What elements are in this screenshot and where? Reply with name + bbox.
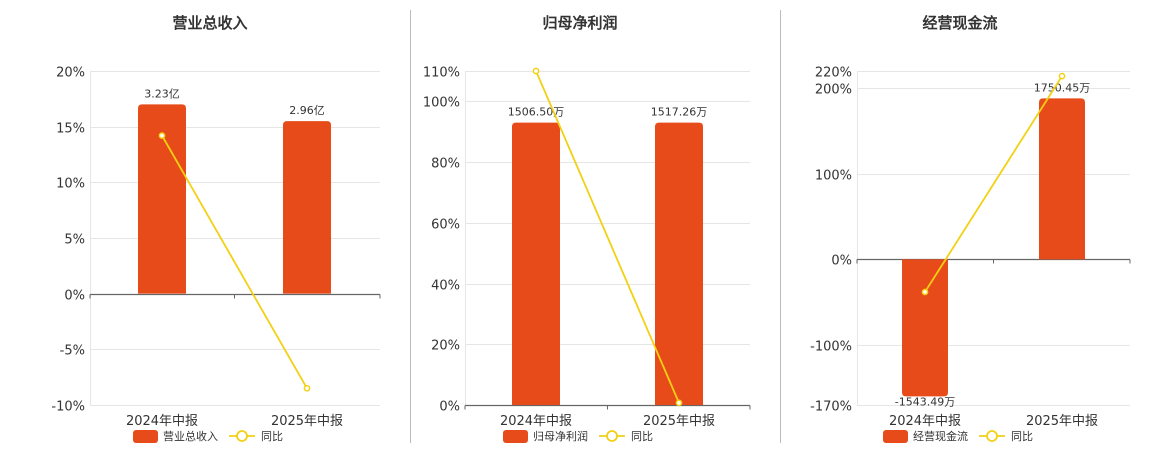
x-tick-label: 2025年中报 [643, 414, 715, 429]
y-tick-label: 5% [64, 233, 85, 248]
y-tick-label: 100% [815, 169, 852, 184]
bar-data-label: -1543.49万 [895, 395, 955, 408]
bar-data-label: 1517.26万 [651, 106, 708, 119]
chart-panel-3: 经营现金流 220% 200% 100% 0% -100% -170% 2024年中报 2025… [810, 14, 1131, 443]
y-tick-label: 80% [431, 157, 460, 172]
chart-title: 营业总收入 [172, 14, 247, 32]
line-series [161, 135, 308, 389]
y-tick-label: 0% [64, 289, 85, 304]
x-tick-label: 2024年中报 [126, 414, 198, 429]
y-tick-label: -10% [51, 400, 85, 415]
line-point [532, 67, 540, 75]
x-tick-label: 2025年中报 [1026, 414, 1098, 429]
x-tick-label: 2024年中报 [889, 414, 961, 429]
y-tick-label: 40% [431, 279, 460, 294]
y-tick-label: -5% [60, 344, 85, 359]
chart-title: 经营现金流 [922, 14, 997, 32]
legend-swatch-bar [503, 430, 528, 443]
y-tick-label: 200% [815, 83, 852, 98]
y-tick-label: 20% [56, 66, 85, 81]
y-tick-label: 15% [56, 122, 85, 137]
legend-swatch-marker [606, 430, 618, 442]
line-point [675, 399, 683, 407]
legend-swatch-marker [236, 430, 248, 442]
y-tick-label: 110% [423, 66, 460, 81]
y-tick-label: -170% [810, 400, 852, 415]
y-tick-label: 20% [431, 339, 460, 354]
chart-title: 归母净利润 [542, 14, 617, 32]
legend-label: 同比 [1011, 430, 1033, 443]
y-tick-label: 10% [56, 177, 85, 192]
chart-panel-2: 归母净利润 110% 100% 80% 60% 40% 20% 0% 2024年中报 2025年中… [423, 14, 751, 443]
y-tick-label: 100% [423, 96, 460, 111]
legend-swatch-bar [133, 430, 158, 443]
legend-label: 归母净利润 [533, 429, 588, 443]
line-point [1058, 72, 1066, 80]
bar-data-label: 3.23亿 [144, 87, 180, 100]
line-point [158, 132, 166, 139]
y-tick-label: 60% [431, 218, 460, 233]
y-tick-label: 0% [439, 400, 460, 415]
legend-label: 营业总收入 [163, 429, 218, 443]
bar [655, 122, 703, 406]
bar [138, 104, 186, 294]
x-tick-label: 2025年中报 [271, 414, 343, 429]
legend-label: 同比 [261, 430, 283, 443]
legend-swatch-marker [986, 430, 998, 442]
bar [1039, 98, 1085, 260]
x-tick-label: 2024年中报 [500, 414, 572, 429]
bar-data-label: 1750.45万 [1034, 81, 1091, 94]
chart-panel-1: 营业总收入 20% 15% 10% 5% 0% -5% -10% 2024年中报 2025年中报 3… [51, 14, 381, 443]
bar-data-label: 2.96亿 [289, 104, 325, 117]
bar [283, 121, 331, 294]
legend-swatch-bar [883, 430, 908, 443]
legend-label: 经营现金流 [913, 429, 968, 443]
line-point [921, 288, 929, 296]
line-point [303, 384, 311, 392]
y-tick-label: 220% [815, 66, 852, 81]
bar [512, 122, 560, 406]
y-tick-label: 0% [831, 254, 852, 269]
line-series [535, 70, 680, 404]
line-series [924, 75, 1063, 293]
legend-label: 同比 [631, 430, 653, 443]
y-tick-label: -100% [810, 340, 852, 355]
bar [902, 259, 948, 397]
bar-data-label: 1506.50万 [508, 106, 565, 119]
